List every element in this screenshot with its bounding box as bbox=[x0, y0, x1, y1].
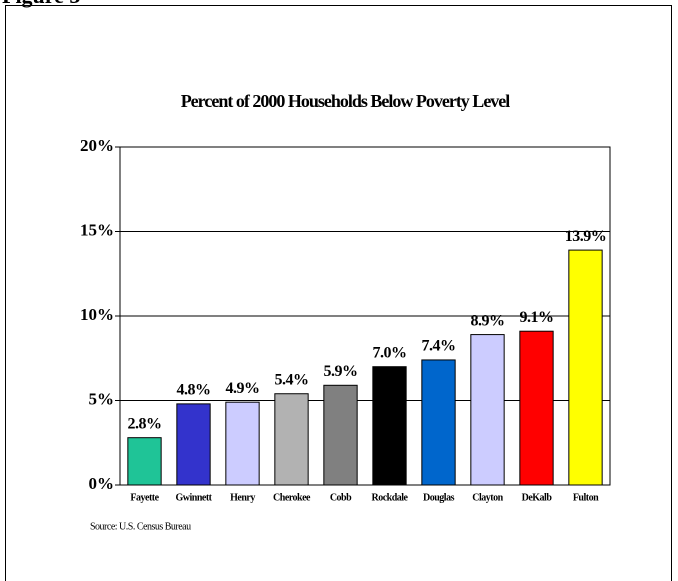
value-label: 13.9% bbox=[565, 228, 607, 245]
x-tick-label: Douglas bbox=[423, 492, 455, 503]
bar bbox=[519, 330, 554, 486]
y-tick-label: 15% bbox=[80, 220, 114, 239]
value-label: 4.8% bbox=[177, 382, 211, 399]
y-tick-label: 0% bbox=[89, 474, 115, 493]
value-label: 7.0% bbox=[373, 344, 407, 361]
x-tick-label: Gwinnett bbox=[176, 492, 213, 503]
bar bbox=[372, 366, 407, 486]
bar bbox=[127, 437, 162, 486]
x-tick-label: Fayette bbox=[130, 492, 159, 503]
value-label: 8.9% bbox=[471, 312, 505, 329]
x-tick-label: Clayton bbox=[472, 492, 503, 503]
source-note: Source: U.S. Census Bureau bbox=[90, 521, 191, 532]
value-label: 9.1% bbox=[520, 309, 554, 326]
x-tick-label: Fulton bbox=[573, 492, 599, 503]
x-tick-label: DeKalb bbox=[522, 492, 553, 503]
y-tick-label: 20% bbox=[80, 136, 114, 155]
chart-title: Percent of 2000 Households Below Poverty… bbox=[181, 91, 511, 111]
x-tick-label: Cobb bbox=[330, 492, 352, 503]
x-tick-label: Rockdale bbox=[372, 492, 409, 503]
bar bbox=[568, 249, 603, 486]
bar bbox=[176, 403, 211, 486]
value-label: 5.9% bbox=[324, 363, 358, 380]
y-tick-label: 5% bbox=[89, 389, 115, 408]
value-label: 7.4% bbox=[422, 338, 456, 355]
bar bbox=[323, 384, 358, 486]
bar bbox=[470, 334, 505, 486]
bar bbox=[274, 393, 309, 486]
value-label: 2.8% bbox=[128, 415, 162, 432]
bar bbox=[225, 401, 260, 486]
y-tick-label: 10% bbox=[80, 305, 114, 324]
figure-label: Figure 3 bbox=[2, 0, 80, 8]
bar bbox=[421, 359, 456, 486]
value-label: 4.9% bbox=[226, 380, 260, 397]
x-tick-label: Henry bbox=[230, 492, 255, 503]
x-tick-label: Cherokee bbox=[273, 492, 311, 503]
value-label: 5.4% bbox=[275, 371, 309, 388]
